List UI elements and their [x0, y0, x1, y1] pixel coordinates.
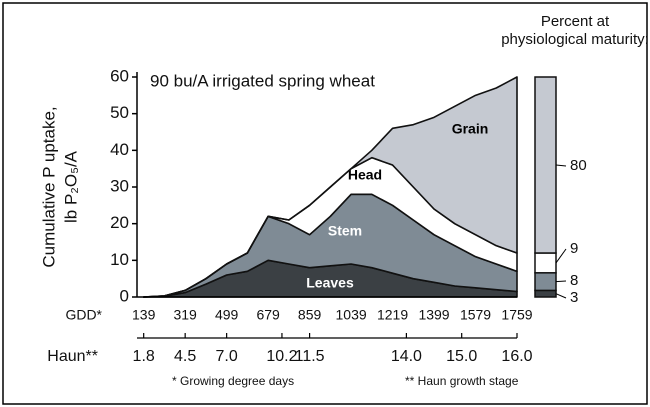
maturity-segment	[534, 289, 557, 298]
chart-title: 90 bu/A irrigated spring wheat	[150, 71, 375, 90]
maturity-connector	[555, 248, 567, 264]
maturity-label: 8	[570, 272, 578, 289]
area	[142, 76, 518, 298]
y-label: lb P₂O₅/A	[61, 150, 80, 223]
maturity-connector	[555, 293, 567, 299]
x-label: GDD*	[65, 307, 102, 323]
maturity-label: 80	[570, 157, 587, 174]
area-label: Head	[348, 167, 382, 183]
maturity-connector	[555, 164, 567, 167]
maturity-connector	[555, 280, 567, 283]
x-tick-label: 499	[215, 307, 239, 323]
x-tick-label: 1219	[377, 307, 408, 323]
x-tick-label: 1579	[460, 307, 491, 323]
y-tick-label: 30	[110, 176, 129, 195]
y-tick-label: 60	[110, 66, 129, 85]
y-tick-label: 40	[110, 140, 129, 159]
x2-tick-label: 10.2	[266, 348, 297, 365]
y-label: Cumulative P uptake,	[39, 106, 58, 267]
maturity-segment	[534, 252, 557, 274]
maturity-label: 3	[570, 289, 578, 306]
x2-tick-label: 1.8	[133, 348, 155, 365]
y-tick-label: 10	[110, 250, 129, 269]
maturity-label: 9	[570, 240, 578, 257]
y-tick-label: 50	[110, 103, 129, 122]
area-label: Leaves	[306, 275, 354, 291]
x2-tick-label: 14.0	[391, 348, 422, 365]
x-tick-label: 1399	[418, 307, 449, 323]
maturity-title: physiological maturity:	[501, 31, 649, 48]
x2-tick-label: 4.5	[174, 348, 196, 365]
maturity-segment	[534, 272, 557, 292]
x-tick-label: 859	[298, 307, 322, 323]
x2-tick-label: 15.0	[446, 348, 477, 365]
x2-tick-label: 11.5	[295, 348, 325, 365]
maturity-segment	[534, 76, 557, 254]
x-tick-label: 1039	[336, 307, 367, 323]
x-tick-label: 319	[173, 307, 197, 323]
x2-tick-label: 7.0	[216, 348, 238, 365]
y-tick-label: 0	[120, 286, 129, 305]
x2-tick-label: 16.0	[501, 348, 532, 365]
x2-label: Haun**	[47, 348, 98, 365]
area-label: Stem	[328, 223, 362, 239]
x-tick-label: 139	[132, 307, 156, 323]
x-tick-label: 1759	[501, 307, 532, 323]
maturity-title: Percent at	[541, 13, 610, 30]
footnote: ** Haun growth stage	[405, 374, 519, 388]
y-tick-label: 20	[110, 213, 129, 232]
x-tick-label: 679	[256, 307, 280, 323]
area-label: Grain	[452, 121, 489, 137]
footnote: * Growing degree days	[172, 374, 294, 388]
